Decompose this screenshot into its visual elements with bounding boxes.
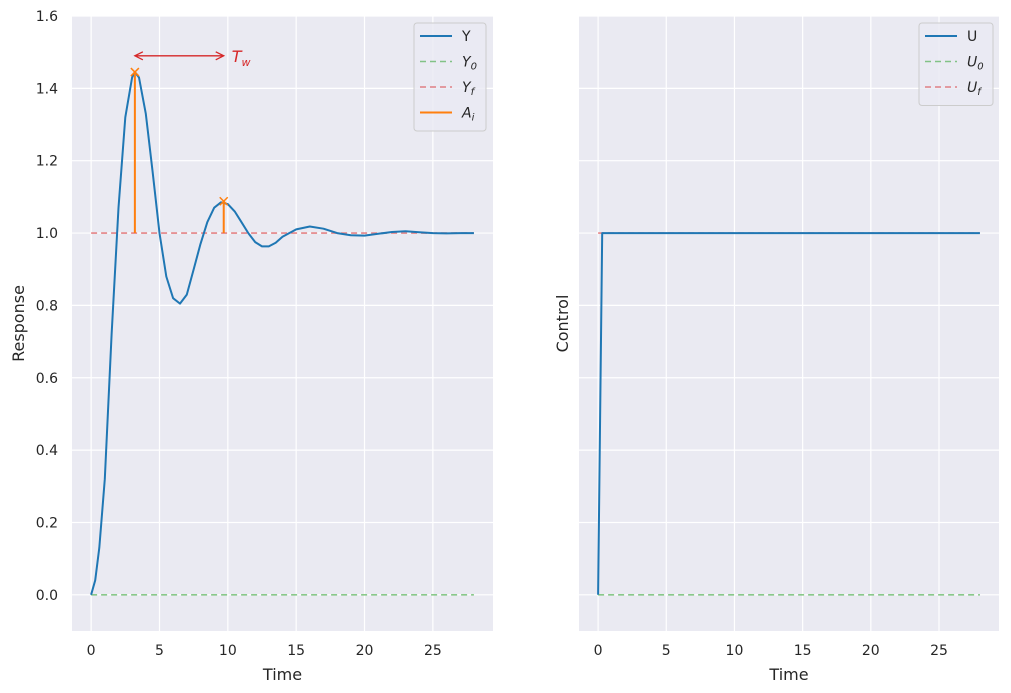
y-tick-label: 0.8 — [36, 298, 58, 314]
y-tick-label: 0.0 — [36, 588, 58, 604]
y-axis-label: Response — [9, 285, 28, 362]
control-chart-panel: 0 5 10 15 20 25 Time Control U U0 Uf — [553, 15, 999, 684]
legend-box — [413, 22, 487, 132]
legend-box — [918, 22, 994, 106]
legend: Y Y0 Yf Ai — [413, 22, 487, 132]
peak-x-stroke — [219, 196, 229, 206]
y-tick-label: 1.2 — [36, 154, 58, 170]
x-tick-label: 10 — [726, 643, 744, 659]
y-tick-label: 1.0 — [36, 226, 58, 242]
plot-area — [579, 16, 999, 631]
x-tick-label: 25 — [424, 643, 442, 659]
response-chart-panel: 0 5 10 15 20 25 0.0 0.2 0.4 0.6 0.8 1.0 1.2 1.4 1.6 Tim… — [9, 9, 493, 684]
y-tick-label: 0.2 — [36, 515, 58, 531]
legend: U U0 Uf — [918, 22, 994, 106]
x-tick-label: 25 — [930, 643, 948, 659]
x-axis-label: Time — [768, 665, 808, 684]
legend-label-u0: U0 — [967, 55, 984, 73]
arrow-head-right — [215, 51, 226, 61]
x-tick-label: 10 — [219, 643, 237, 659]
x-tick-label: 20 — [356, 643, 374, 659]
legend-label-y: Y — [461, 29, 471, 45]
x-tick-label: 5 — [662, 643, 671, 659]
legend-label-ai: Ai — [461, 106, 475, 124]
period-annotation-arrow — [133, 51, 226, 61]
arrow-head-left — [133, 51, 144, 61]
x-axis-label: Time — [262, 665, 302, 684]
series-line-y — [90, 71, 474, 596]
legend-label-u: U — [967, 29, 977, 45]
grid — [72, 15, 493, 631]
peak-x-stroke — [130, 67, 140, 77]
y-tick-label: 0.4 — [36, 443, 58, 459]
peak-x-marker — [130, 67, 140, 77]
peak-x-marker — [219, 196, 229, 206]
legend-label-uf: Uf — [967, 80, 982, 98]
x-tick-label: 0 — [87, 643, 96, 659]
period-annotation-label: Tw — [232, 47, 251, 69]
y-tick-label: 1.6 — [36, 9, 58, 25]
x-tick-label: 5 — [155, 643, 164, 659]
y-axis-label: Control — [553, 295, 572, 353]
legend-label-y0: Y0 — [462, 55, 477, 73]
series-line-u — [597, 232, 980, 595]
x-tick-label: 15 — [287, 643, 305, 659]
y-tick-label: 0.6 — [36, 371, 58, 387]
x-tick-label: 15 — [794, 643, 812, 659]
x-tick-label: 20 — [862, 643, 880, 659]
legend-label-yf: Yf — [462, 80, 476, 98]
y-tick-label: 1.4 — [36, 81, 58, 97]
x-tick-label: 0 — [594, 643, 603, 659]
